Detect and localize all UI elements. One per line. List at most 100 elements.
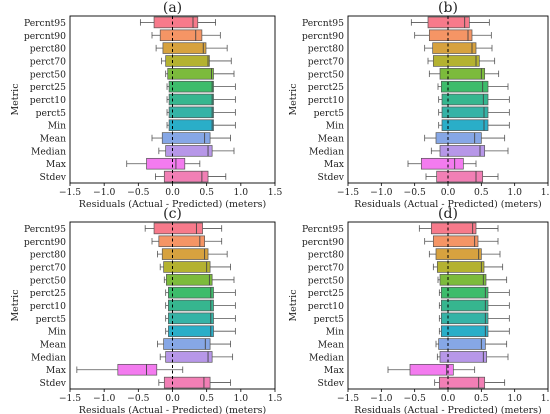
box-body bbox=[163, 376, 211, 389]
x-tick-label: −1.5 bbox=[337, 187, 359, 198]
box-Min bbox=[438, 119, 510, 131]
box-body bbox=[440, 325, 489, 337]
x-axis-label: Residuals (Actual - Predicted) (meters) bbox=[354, 199, 541, 210]
box-Stdev bbox=[425, 170, 499, 183]
box-body bbox=[432, 235, 479, 248]
box-body bbox=[438, 338, 486, 350]
category-label: perct50 bbox=[308, 69, 344, 80]
box-Stdev bbox=[434, 376, 506, 389]
box-Max bbox=[407, 157, 477, 170]
box-body bbox=[441, 93, 489, 106]
category-label: perct80 bbox=[30, 44, 66, 55]
box-perct25 bbox=[166, 80, 236, 93]
category-label: perct25 bbox=[30, 288, 66, 299]
category-label: Min bbox=[48, 121, 66, 132]
category-label: perct50 bbox=[30, 275, 66, 286]
x-tick-label: 0.0 bbox=[441, 393, 456, 404]
category-label: Stdev bbox=[318, 172, 345, 183]
category-label: Min bbox=[48, 327, 66, 338]
category-label: perct70 bbox=[30, 56, 66, 67]
category-label: perct5 bbox=[36, 108, 67, 119]
box-Max bbox=[126, 157, 201, 170]
box-body bbox=[440, 286, 489, 299]
category-label: Median bbox=[309, 146, 344, 157]
panel-c: (c)Percnt95percnt90perct80perct70perct50… bbox=[10, 206, 282, 414]
box-body bbox=[163, 338, 211, 350]
x-tick-label: −1.0 bbox=[370, 187, 392, 198]
category-label: Percnt95 bbox=[302, 18, 344, 29]
category-label: perct25 bbox=[308, 288, 344, 299]
category-label: perct10 bbox=[30, 95, 66, 106]
box-Mean bbox=[157, 338, 231, 350]
category-label: Stdev bbox=[40, 378, 67, 389]
box-body bbox=[146, 157, 186, 170]
box-body bbox=[439, 351, 488, 363]
box-body bbox=[168, 93, 214, 106]
category-label: perct10 bbox=[308, 301, 344, 312]
category-label: perct5 bbox=[314, 108, 345, 119]
box-body bbox=[168, 286, 214, 299]
category-label: Stdev bbox=[318, 378, 345, 389]
x-tick-label: 1.0 bbox=[234, 393, 249, 404]
x-tick-label: 0.5 bbox=[474, 393, 489, 404]
category-label: Mean bbox=[318, 340, 344, 351]
box-body bbox=[435, 248, 482, 260]
box-Max bbox=[76, 363, 184, 376]
y-axis-label: Metric bbox=[288, 289, 299, 321]
x-tick-label: 1.5 bbox=[541, 393, 550, 404]
x-tick-label: −0.5 bbox=[404, 393, 426, 404]
box-body bbox=[168, 106, 214, 119]
box-body bbox=[159, 29, 203, 42]
category-label: perct80 bbox=[30, 250, 66, 261]
box-percnt90 bbox=[151, 29, 221, 42]
box-body bbox=[167, 68, 214, 80]
x-tick-label: 1.0 bbox=[507, 393, 522, 404]
box-percnt90 bbox=[424, 235, 499, 248]
x-tick-label: 0.0 bbox=[165, 393, 180, 404]
box-body bbox=[161, 248, 209, 260]
box-Min bbox=[438, 325, 510, 337]
x-axis-label: Residuals (Actual - Predicted) (meters) bbox=[79, 199, 266, 210]
panel-a: (a)Percnt95percnt90perct80perct70perct50… bbox=[10, 0, 282, 210]
box-body bbox=[441, 119, 489, 131]
box-body bbox=[438, 376, 486, 389]
box-perct80 bbox=[424, 42, 493, 54]
box-body bbox=[440, 80, 489, 93]
box-Stdev bbox=[155, 170, 227, 183]
box-body bbox=[441, 106, 489, 119]
box-Percnt95 bbox=[144, 222, 223, 235]
box-perct25 bbox=[437, 80, 509, 93]
box-body bbox=[168, 325, 214, 337]
box-body bbox=[420, 157, 464, 170]
box-Mean bbox=[424, 132, 506, 144]
box-Median bbox=[430, 145, 509, 157]
x-tick-label: 0.5 bbox=[199, 393, 214, 404]
category-label: Median bbox=[31, 146, 66, 157]
panel-d: (d)Percnt95percnt90perct80perct70perct50… bbox=[288, 206, 550, 414]
category-label: perct10 bbox=[308, 95, 344, 106]
x-tick-label: −1.5 bbox=[59, 393, 81, 404]
box-body bbox=[162, 42, 207, 54]
x-tick-label: −1.0 bbox=[370, 393, 392, 404]
category-label: Min bbox=[326, 121, 344, 132]
panel-label: (d) bbox=[438, 206, 458, 222]
box-perct5 bbox=[438, 312, 510, 325]
box-perct70 bbox=[159, 261, 231, 273]
category-label: perct5 bbox=[36, 314, 67, 325]
category-label: percnt90 bbox=[24, 31, 66, 42]
box-Median bbox=[436, 351, 509, 363]
box-body bbox=[153, 222, 203, 235]
box-perct25 bbox=[438, 286, 510, 299]
box-Max bbox=[387, 363, 476, 376]
category-label: perct80 bbox=[308, 44, 344, 55]
category-label: percnt90 bbox=[302, 31, 344, 42]
box-body bbox=[153, 16, 199, 29]
box-Percnt95 bbox=[139, 16, 216, 29]
x-tick-label: 1.5 bbox=[268, 393, 283, 404]
y-axis-label: Metric bbox=[288, 83, 299, 115]
x-tick-label: 0.5 bbox=[199, 187, 214, 198]
category-label: Stdev bbox=[40, 172, 67, 183]
category-label: perct25 bbox=[30, 82, 66, 93]
box-body bbox=[168, 312, 214, 325]
x-axis-label: Residuals (Actual - Predicted) (meters) bbox=[354, 405, 541, 414]
